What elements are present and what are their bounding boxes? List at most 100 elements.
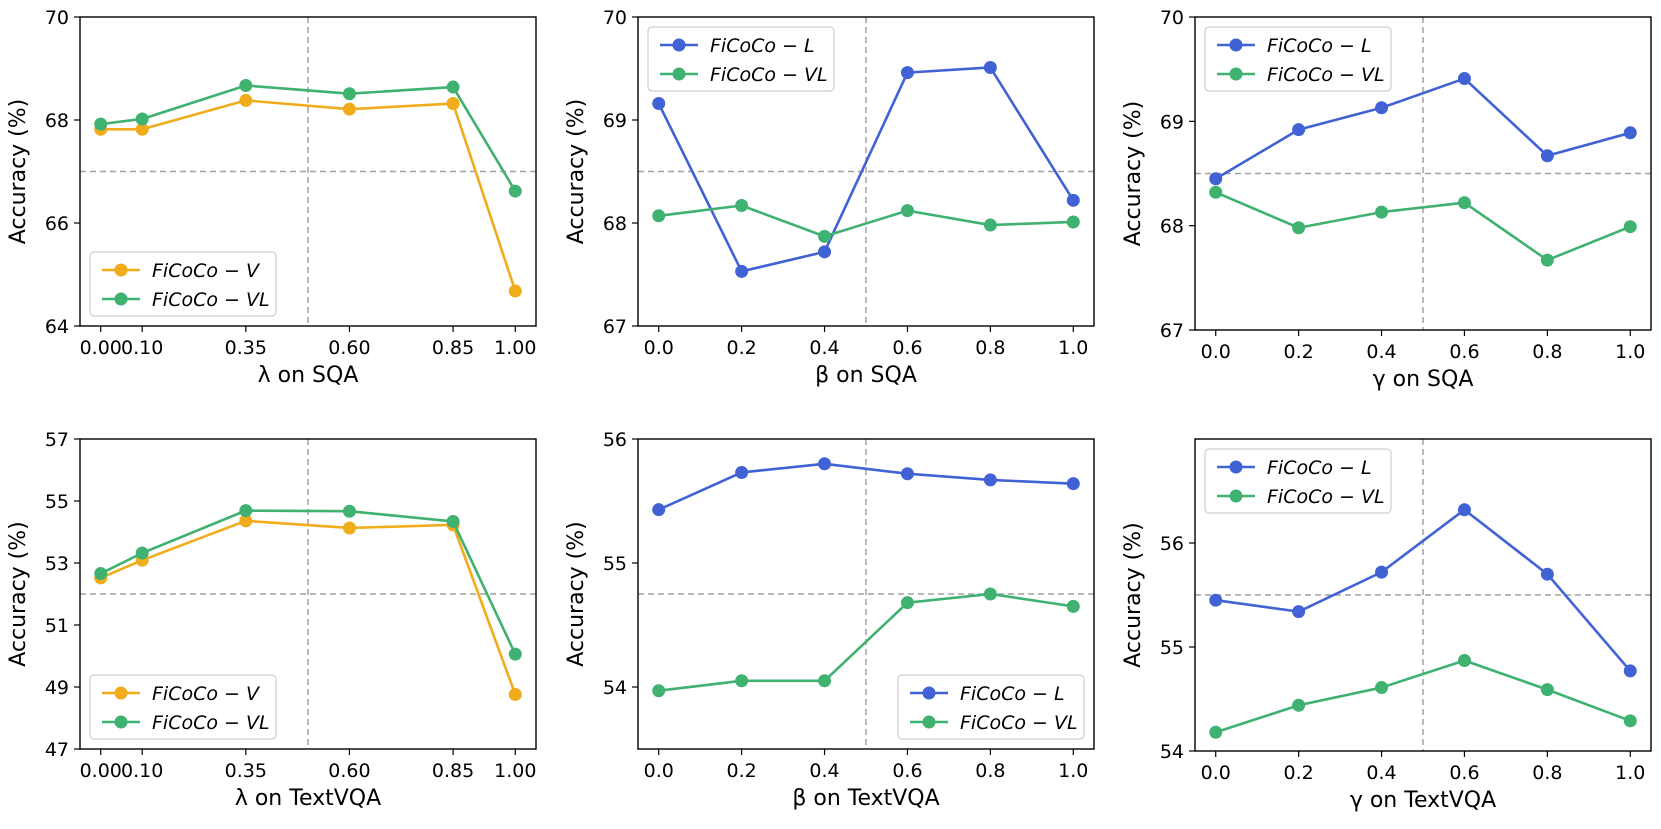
series-line-l — [658, 462, 1074, 511]
x-tick-label: 0.8 — [975, 760, 1005, 782]
y-tick-label: 55 — [45, 491, 69, 513]
data-point-l — [1292, 123, 1306, 137]
x-tick-label: 0.00 — [80, 337, 122, 359]
data-point-vl — [983, 218, 997, 232]
x-tick-label: 0.4 — [1366, 341, 1396, 363]
series-line-vl — [1215, 191, 1631, 262]
legend-label: FiCoCo − V — [152, 260, 261, 282]
data-point-l — [900, 66, 914, 80]
legend-marker-l — [1229, 38, 1243, 52]
y-tick-label: 70 — [45, 7, 69, 29]
data-point-l — [1066, 193, 1080, 207]
series-line-vl — [658, 204, 1074, 238]
data-point-vl — [1457, 196, 1471, 210]
x-tick-label: 0.0 — [644, 760, 674, 782]
legend-label: FiCoCo − V — [152, 683, 261, 705]
x-tick-label: 0.35 — [225, 337, 267, 359]
data-point-l — [1292, 605, 1306, 619]
axes-frame — [1194, 438, 1652, 752]
legend-label: FiCoCo − L — [710, 35, 815, 57]
x-tick-label: 0.0 — [644, 337, 674, 359]
y-tick-label: 55 — [1160, 637, 1184, 659]
chart-panel-6: 0.0 0.2 0.4 0.6 0.8 1.0 54 55 56 γ on TextVQA Accu… — [1121, 438, 1652, 813]
axes-frame — [1194, 16, 1652, 331]
x-tick-label: 0.4 — [1366, 762, 1396, 784]
data-point-l — [1623, 664, 1637, 678]
y-tick-label: 66 — [45, 213, 69, 235]
data-point-v — [239, 93, 253, 107]
y-tick-label: 68 — [603, 213, 627, 235]
axes-frame — [79, 16, 537, 327]
data-point-vl — [446, 514, 460, 528]
y-axis-label: Accuracy (%) — [1121, 101, 1146, 247]
y-tick-label: 47 — [45, 739, 69, 761]
data-point-l — [983, 473, 997, 487]
data-point-l — [1375, 565, 1389, 579]
data-point-vl — [1292, 698, 1306, 712]
legend-label: FiCoCo − VL — [960, 712, 1078, 734]
x-tick-label: 1.0 — [1058, 760, 1088, 782]
data-point-vl — [239, 504, 253, 518]
data-point-l — [1066, 477, 1080, 491]
legend-label: FiCoCo − VL — [1267, 64, 1385, 86]
x-axis-label: λ on TextVQA — [235, 786, 381, 811]
x-tick-label: 1.00 — [494, 337, 536, 359]
data-point-vl — [135, 112, 149, 126]
data-point-vl — [94, 567, 108, 581]
series-line-v — [100, 519, 517, 695]
x-axis-label: β on TextVQA — [792, 786, 939, 811]
x-tick-label: 0.60 — [328, 760, 370, 782]
data-point-v — [135, 122, 149, 136]
data-point-vl — [342, 87, 356, 101]
y-tick-label: 54 — [603, 677, 627, 699]
x-tick-label: 0.10 — [121, 337, 163, 359]
y-tick-label: 55 — [603, 553, 627, 575]
data-point-vl — [342, 504, 356, 518]
chart-panel-5: 0.0 0.2 0.4 0.6 0.8 1.0 54 55 56 β on TextVQA Accu… — [564, 429, 1095, 811]
y-tick-label: 70 — [1160, 7, 1184, 29]
y-tick-label: 56 — [1160, 533, 1184, 555]
x-axis-label: λ on SQA — [258, 363, 359, 388]
data-point-v — [508, 687, 522, 701]
x-tick-label: 1.0 — [1615, 341, 1645, 363]
x-tick-label: 0.2 — [1284, 341, 1314, 363]
y-tick-label: 51 — [45, 615, 69, 637]
legend-marker-l — [922, 686, 936, 700]
data-point-v — [342, 521, 356, 535]
legend-marker-l — [672, 38, 686, 52]
data-point-vl — [900, 204, 914, 218]
data-point-l — [818, 457, 832, 471]
x-tick-label: 0.2 — [727, 337, 757, 359]
data-point-vl — [135, 546, 149, 560]
data-point-v — [446, 97, 460, 111]
legend-label: FiCoCo − VL — [152, 289, 270, 311]
data-point-vl — [1292, 221, 1306, 235]
data-point-l — [1375, 101, 1389, 115]
axes-frame — [79, 438, 537, 750]
data-point-l — [1623, 126, 1637, 140]
y-tick-label: 53 — [45, 553, 69, 575]
data-point-l — [735, 465, 749, 479]
data-point-vl — [1209, 185, 1223, 199]
data-point-l — [652, 503, 666, 517]
data-point-vl — [1375, 205, 1389, 219]
x-tick-label: 0.8 — [1532, 341, 1562, 363]
data-point-vl — [983, 587, 997, 601]
data-point-vl — [446, 80, 460, 94]
legend-label: FiCoCo − VL — [152, 712, 270, 734]
data-point-vl — [1457, 654, 1471, 668]
x-tick-label: 1.0 — [1058, 337, 1088, 359]
data-point-l — [1457, 72, 1471, 86]
chart-panel-2: 0.0 0.2 0.4 0.6 0.8 1.0 67 68 69 70 β on SQA Accura… — [564, 7, 1095, 388]
y-tick-label: 67 — [1160, 320, 1184, 342]
data-point-vl — [652, 684, 666, 698]
x-tick-label: 0.6 — [892, 760, 922, 782]
x-tick-label: 0.60 — [328, 337, 370, 359]
x-tick-label: 0.8 — [975, 337, 1005, 359]
data-point-l — [983, 60, 997, 74]
series-line-l — [1215, 77, 1631, 180]
legend-marker-vl — [922, 715, 936, 729]
legend: FiCoCo − L FiCoCo − VL — [1204, 448, 1392, 514]
y-tick-label: 68 — [1160, 216, 1184, 238]
